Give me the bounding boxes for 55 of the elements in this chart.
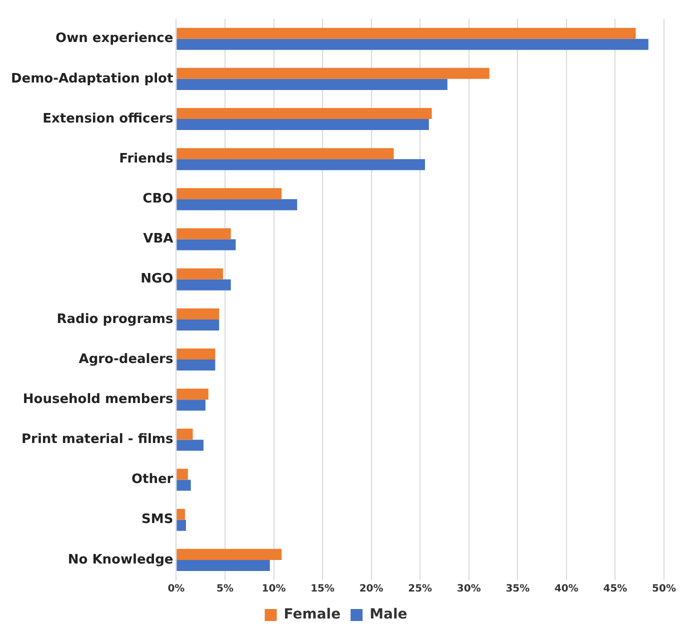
bar <box>176 119 429 130</box>
bar <box>176 548 282 560</box>
y-tick-label: Agro-dealers <box>78 352 174 367</box>
bar <box>176 279 231 290</box>
bar <box>176 159 425 170</box>
x-tick-label: 40% <box>554 584 578 595</box>
y-tick-label: VBA <box>143 232 174 247</box>
y-tick-label: SMS <box>142 512 174 528</box>
bar <box>176 38 648 50</box>
bar <box>176 78 448 90</box>
x-tick-label: 25% <box>408 584 432 595</box>
x-tick-label: 0% <box>168 584 185 595</box>
bar <box>176 560 270 571</box>
y-tick-label: CBO <box>142 192 174 207</box>
bar <box>176 228 231 240</box>
bar <box>176 319 220 330</box>
x-tick-label: 10% <box>262 584 286 595</box>
y-tick-label: Print material - films <box>22 432 174 448</box>
y-tick-label: Friends <box>119 151 174 166</box>
bar <box>176 360 216 371</box>
bar <box>176 28 636 39</box>
y-tick-label: Radio programs <box>56 312 174 327</box>
bar <box>176 108 432 120</box>
y-tick-label: Extension officers <box>42 111 174 126</box>
bar <box>176 388 208 400</box>
bar <box>176 468 188 480</box>
y-tick-label: Own experience <box>56 31 174 46</box>
bar <box>176 480 191 491</box>
x-tick-label: 30% <box>456 584 481 595</box>
legend-label: Male <box>370 606 408 623</box>
bar <box>176 68 490 79</box>
bar <box>176 400 206 411</box>
y-tick-label: No Knowledge <box>68 552 174 568</box>
legend-label: Female <box>284 606 341 623</box>
y-tick-label: Demo-Adaptation plot <box>11 71 174 86</box>
x-tick-label: 5% <box>216 584 234 595</box>
bar <box>176 428 193 440</box>
bar <box>176 199 298 210</box>
bar <box>176 268 224 280</box>
y-tick-label: Household members <box>22 392 174 407</box>
bar <box>176 188 282 200</box>
x-tick-label: 35% <box>506 584 530 595</box>
bar <box>176 348 216 360</box>
bar <box>176 239 236 250</box>
x-tick-label: 20% <box>359 584 384 595</box>
x-tick-label: 15% <box>310 584 335 595</box>
x-tick-label: 45% <box>603 584 628 595</box>
bar <box>176 440 204 451</box>
bar <box>176 508 185 520</box>
bar <box>176 148 394 160</box>
y-tick-label: Other <box>131 472 174 488</box>
bar <box>176 520 186 531</box>
x-tick-label: 50% <box>652 584 676 595</box>
bar <box>176 308 220 320</box>
y-tick-label: NGO <box>140 272 174 287</box>
